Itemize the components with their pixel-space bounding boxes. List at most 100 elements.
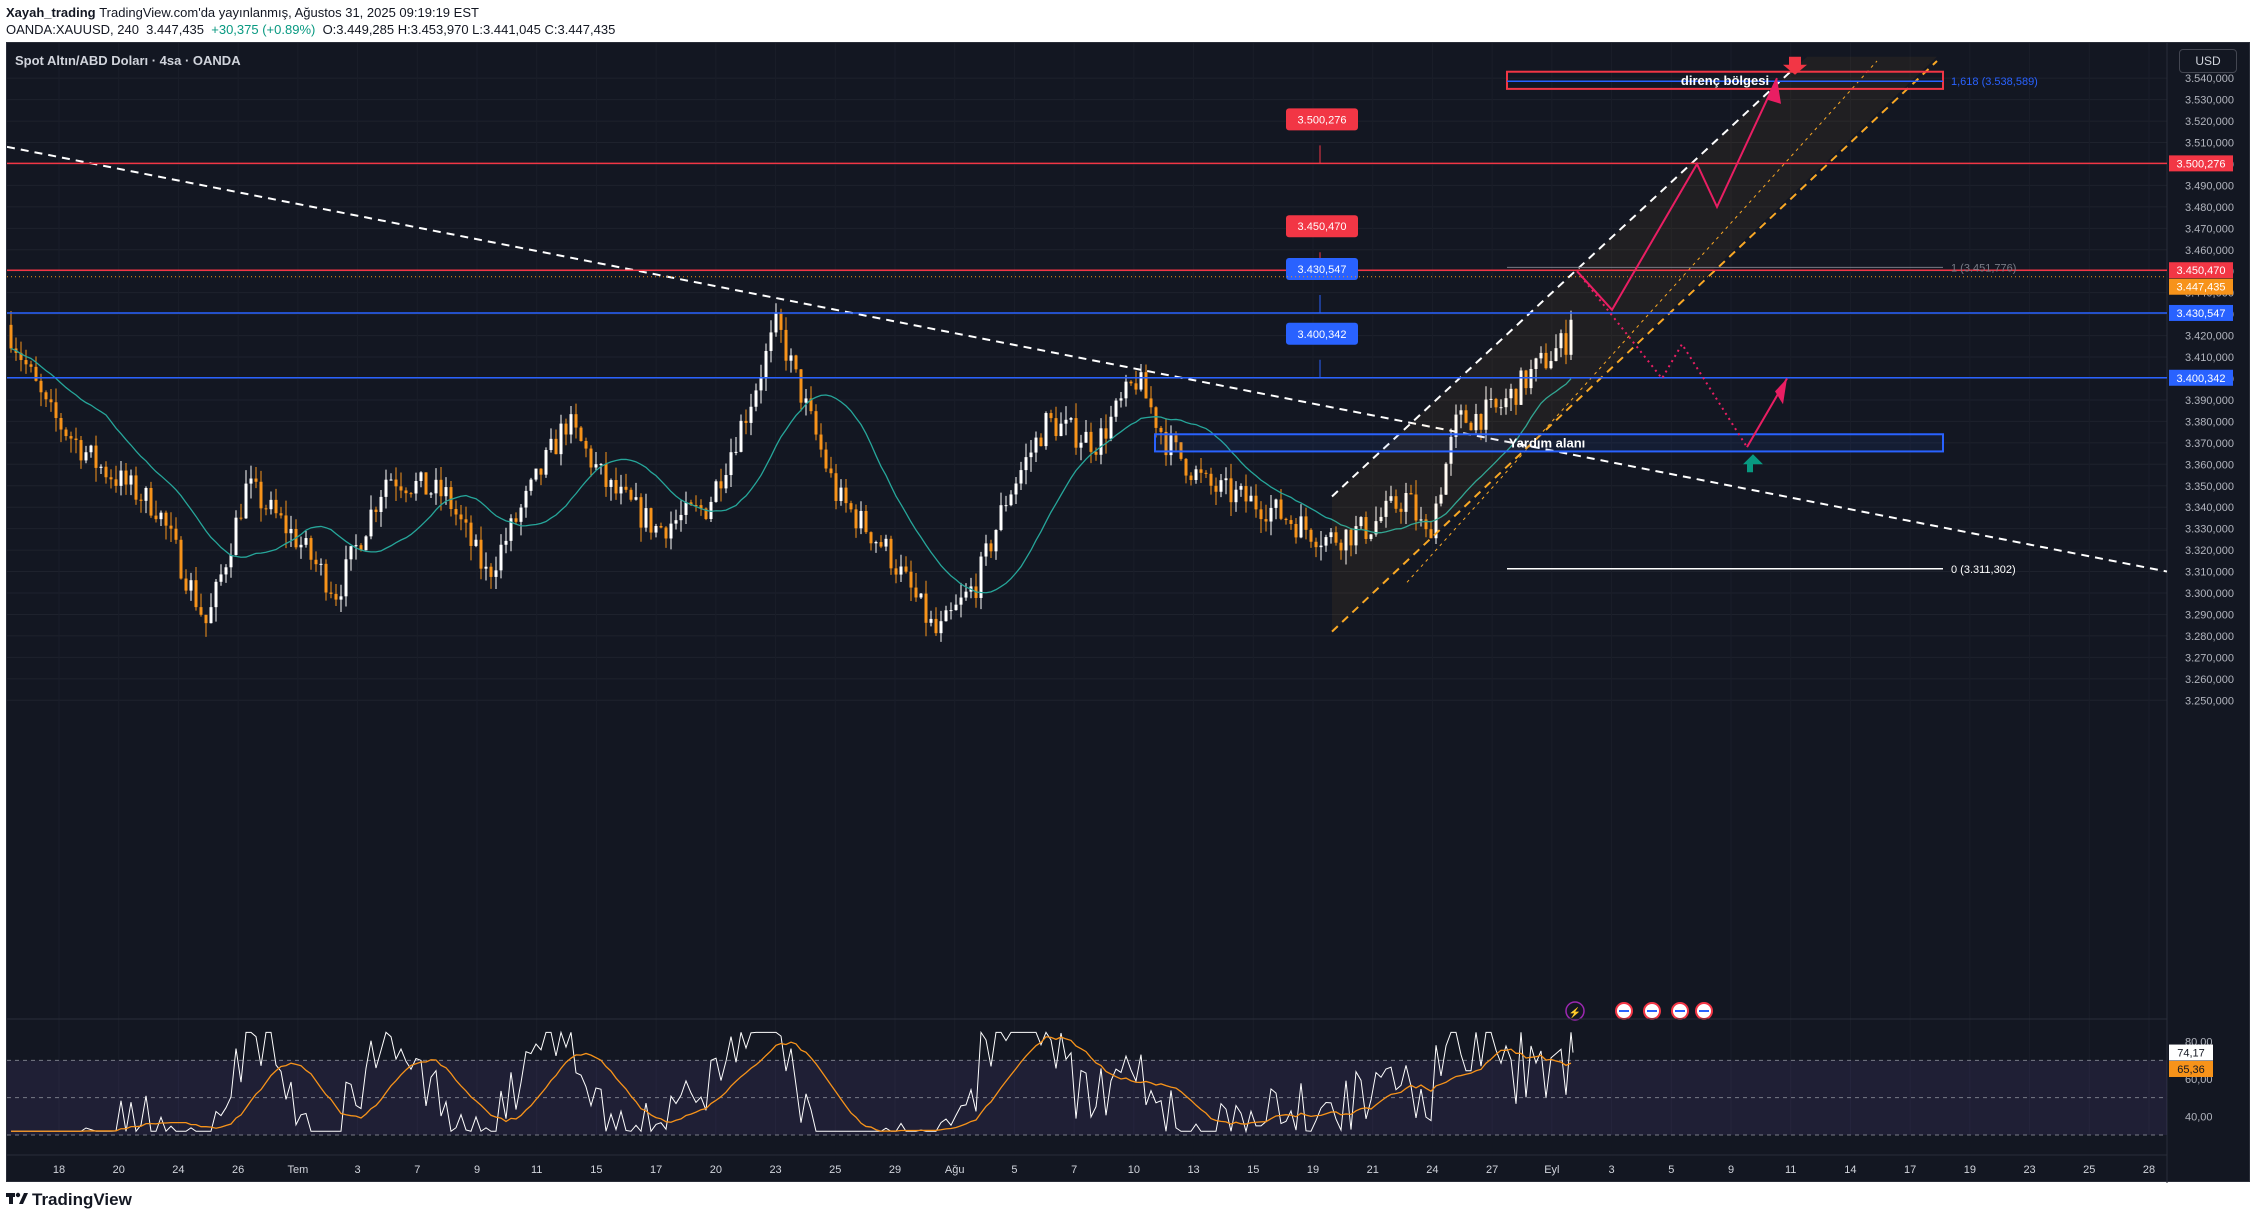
candle-body [1379, 516, 1383, 522]
candle-body [1034, 437, 1038, 453]
candle-body [644, 508, 648, 528]
candle-body [1489, 398, 1493, 400]
candle-body [779, 313, 783, 330]
candle-body [19, 352, 23, 361]
price-axis-tick: 3.410,000 [2185, 352, 2234, 364]
currency-button[interactable]: USD [2179, 49, 2237, 73]
fib-1-label: 1 (3.451,776) [1951, 262, 2016, 274]
moving-average-line [10, 347, 1572, 594]
lightning-glyph: ⚡ [1569, 1006, 1581, 1019]
chart-frame[interactable]: 3.540,000 3.530,000 3.520,000 3.510,000 3.50… [6, 42, 2251, 1183]
candle-body [829, 468, 833, 474]
candle-body [629, 489, 633, 500]
candle-body [1074, 418, 1078, 448]
candle-body [609, 480, 613, 487]
candle-body [64, 429, 68, 437]
candle-body [459, 514, 463, 520]
fib-1618-label: 1,618 (3.538,589) [1951, 76, 2038, 88]
candle-body [544, 449, 548, 475]
candle-body [9, 324, 13, 349]
author-name[interactable]: Xayah_trading [6, 5, 96, 20]
candle-body [1079, 442, 1083, 448]
candle-body [449, 487, 453, 509]
candle-body [619, 486, 623, 494]
level-label-text: 3.450,470 [1298, 221, 1347, 233]
candle-body [844, 487, 848, 504]
price-axis-tick: 3.350,000 [2185, 481, 2234, 493]
candle-body [859, 510, 863, 529]
candle-body [1114, 400, 1118, 417]
candle-body [1534, 358, 1538, 369]
candle-body [549, 438, 553, 450]
candle-body [1044, 413, 1048, 447]
candle-body [834, 473, 838, 501]
candle-body [474, 539, 478, 546]
candle-body [1109, 416, 1113, 439]
axis-level-tag-text: 3.400,342 [2177, 373, 2226, 385]
time-axis-tick: 19 [1964, 1164, 1976, 1176]
last-price-tag [2169, 278, 2233, 295]
candle-body [689, 502, 693, 505]
price-axis-tick: 3.470,000 [2185, 223, 2234, 235]
candle-body [1439, 494, 1443, 504]
level-label-box [1286, 215, 1358, 238]
candle-body [1459, 410, 1463, 415]
candle-body [1324, 537, 1328, 546]
candle-body [254, 478, 258, 482]
candle-body [1049, 413, 1053, 419]
price-axis-tick: 3.300,000 [2185, 588, 2234, 600]
candle-body [1219, 480, 1223, 492]
candle-body [679, 514, 683, 521]
candle-body [464, 519, 468, 523]
candle-body [264, 508, 268, 510]
candle-body [534, 468, 538, 480]
candle-body [1059, 423, 1063, 437]
candle-body [1274, 499, 1278, 508]
time-axis-tick: 5 [1011, 1164, 1017, 1176]
candle-body [249, 478, 253, 484]
projection-arrowhead [1767, 78, 1781, 104]
candle-body [1429, 529, 1433, 539]
candle-body [394, 479, 398, 487]
time-axis-tick: 29 [889, 1164, 901, 1176]
time-axis-tick: 26 [232, 1164, 244, 1176]
axis-level-tag [2169, 262, 2233, 279]
candle-body [1384, 500, 1388, 517]
rsi-line [11, 1030, 1574, 1134]
candle-body [144, 487, 148, 501]
candle-body [1499, 407, 1503, 409]
candle-body [639, 497, 643, 528]
candle-body [1194, 469, 1198, 481]
candle-body [59, 417, 63, 430]
candle-body [1339, 542, 1343, 551]
candle-body [54, 402, 58, 418]
candle-body [359, 545, 363, 551]
candle-body [1284, 518, 1288, 521]
candle-body [484, 566, 488, 569]
candle-body [379, 496, 383, 512]
candle-body [574, 414, 578, 428]
price-chart[interactable]: 3.540,000 3.530,000 3.520,000 3.510,000 3.50… [7, 43, 2251, 1183]
candle-body [1124, 381, 1128, 399]
candle-body [49, 399, 53, 403]
candle-body [39, 380, 43, 393]
candle-body [1129, 381, 1133, 384]
price-axis-tick: 3.260,000 [2185, 674, 2234, 686]
candle-body [159, 512, 163, 520]
candle-body [139, 499, 143, 501]
price-axis-tick: 3.340,000 [2185, 502, 2234, 514]
price-axis-tick: 3.330,000 [2185, 524, 2234, 536]
axis-level-tag-text: 3.430,547 [2177, 308, 2226, 320]
tradingview-footer[interactable]: TradingView [6, 1190, 132, 1210]
time-axis-tick: 3 [1609, 1164, 1615, 1176]
candle-body [234, 517, 238, 555]
candle-body [1404, 493, 1408, 512]
rsi-ma-tag [2169, 1060, 2213, 1077]
candle-body [1319, 545, 1323, 548]
time-axis-tick: 9 [1728, 1164, 1734, 1176]
candle-body [594, 464, 598, 468]
candle-body [1209, 473, 1213, 486]
candle-body [414, 480, 418, 494]
candle-body [754, 390, 758, 407]
candle-body [404, 490, 408, 494]
